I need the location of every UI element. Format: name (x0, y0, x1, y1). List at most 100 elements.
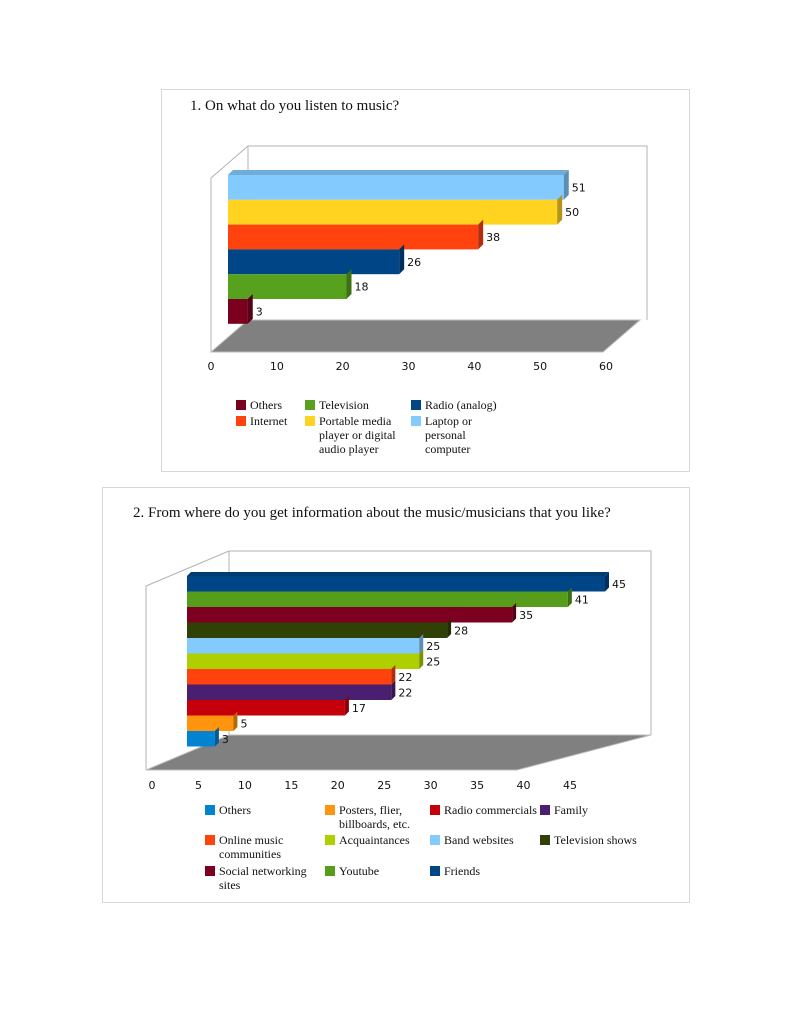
bar-side (399, 244, 405, 275)
x-tick-label: 0 (208, 360, 215, 373)
legend-swatch (236, 416, 246, 426)
data-label: 25 (426, 640, 440, 653)
bar-side (247, 294, 253, 324)
legend-swatch (236, 400, 246, 410)
bar-television-shows (187, 618, 452, 638)
bar-others (187, 727, 219, 747)
bar-side (605, 572, 609, 592)
legend-swatch (411, 416, 421, 426)
data-label: 50 (565, 206, 579, 219)
bar-laptop-or-personal-computer (228, 170, 569, 200)
bar-front (187, 715, 234, 731)
bar-side (391, 665, 396, 685)
data-label: 38 (486, 231, 500, 244)
x-tick-label: 15 (284, 779, 298, 792)
legend-item: Television shows (540, 833, 670, 847)
legend-swatch (411, 400, 421, 410)
bar-front (187, 669, 392, 685)
bar-side (557, 194, 563, 225)
side-wall (210, 145, 249, 352)
bar-side (447, 618, 452, 638)
legend-label: Family (554, 803, 589, 817)
bar-radio-analog- (228, 244, 405, 275)
bar-front (228, 274, 347, 299)
bar-front (228, 175, 564, 200)
legend-item: Radio (analog) (411, 398, 511, 412)
x-tick-label: 10 (270, 360, 284, 373)
bar-friends (187, 572, 609, 592)
data-label: 28 (454, 624, 468, 637)
bar-side (419, 649, 424, 669)
legend-item: Social networking sites (205, 864, 317, 892)
legend-label: Posters, flier, billboards, etc. (339, 803, 410, 831)
floor (145, 734, 652, 771)
legend-label: Radio commercials (444, 803, 537, 817)
legend-label: Band websites (444, 833, 514, 847)
legend-label: Portable media player or digital audio p… (319, 414, 396, 456)
legend-label: Radio (analog) (425, 398, 497, 412)
bar-side (478, 219, 484, 250)
legend-label: Online music communities (219, 833, 284, 861)
data-label: 22 (398, 686, 412, 699)
chart-1: 0 10 20 30 40 50 60 51 50 38 26 18 3 (208, 145, 648, 373)
x-tick-label: 30 (402, 360, 416, 373)
x-tick-label: 45 (563, 779, 577, 792)
legend-swatch (325, 835, 335, 845)
legend-label: Television shows (554, 833, 637, 847)
data-label: 5 (240, 717, 247, 730)
bar-front (187, 607, 513, 623)
legend-item: Family (540, 803, 670, 817)
legend-item: Others (205, 803, 317, 817)
x-tick-label: 60 (599, 360, 613, 373)
x-tick-label: 50 (533, 360, 547, 373)
x-tick-label: 40 (467, 360, 481, 373)
legend-swatch (325, 866, 335, 876)
legend-label: Friends (444, 864, 480, 878)
bar-portable-media-player-or-digital-audio-player (228, 194, 563, 225)
legend-item: Online music communities (205, 833, 317, 861)
x-tick-label: 0 (149, 779, 156, 792)
legend-swatch (305, 400, 315, 410)
data-label: 3 (222, 733, 229, 746)
legend-item: Internet (236, 414, 302, 428)
data-label: 17 (352, 702, 366, 715)
bar-radio-commercials (187, 696, 349, 716)
data-label: 35 (519, 609, 533, 622)
bar-side (391, 680, 396, 700)
legend-swatch (325, 805, 335, 815)
legend-label: Others (250, 398, 282, 412)
legend-label: Laptop or personal computer (425, 414, 472, 456)
bar-front (228, 199, 558, 225)
bar-front (228, 299, 248, 324)
chart-title-1: 1. On what do you listen to music? (190, 98, 400, 114)
bar-acquaintances (187, 649, 424, 669)
data-label: 51 (572, 181, 586, 194)
bar-side (214, 727, 219, 747)
legend-item: Band websites (430, 833, 542, 847)
legend-swatch (430, 805, 440, 815)
legend-swatch (205, 866, 215, 876)
legend-item: Others (236, 398, 302, 412)
bar-front (228, 224, 479, 250)
data-label: 45 (612, 578, 626, 591)
x-tick-label: 10 (238, 779, 252, 792)
data-label: 26 (407, 256, 421, 269)
bar-front (187, 653, 420, 669)
data-label: 41 (575, 593, 589, 606)
legend-swatch (305, 416, 315, 426)
bar-top (187, 572, 609, 576)
data-label: 25 (426, 655, 440, 668)
bar-side (567, 587, 572, 607)
bar-youtube (187, 587, 572, 607)
bar-band-websites (187, 634, 424, 654)
x-tick-label: 5 (195, 779, 202, 792)
legend-item: Youtube (325, 864, 437, 878)
bar-television (228, 269, 352, 299)
bar-posters-flier-billboards-etc- (187, 711, 238, 731)
legend-label: Youtube (339, 864, 380, 878)
legend-swatch (205, 805, 215, 815)
legend-item: Portable media player or digital audio p… (305, 414, 405, 456)
legend-item: Television (305, 398, 405, 412)
legend-swatch (540, 835, 550, 845)
